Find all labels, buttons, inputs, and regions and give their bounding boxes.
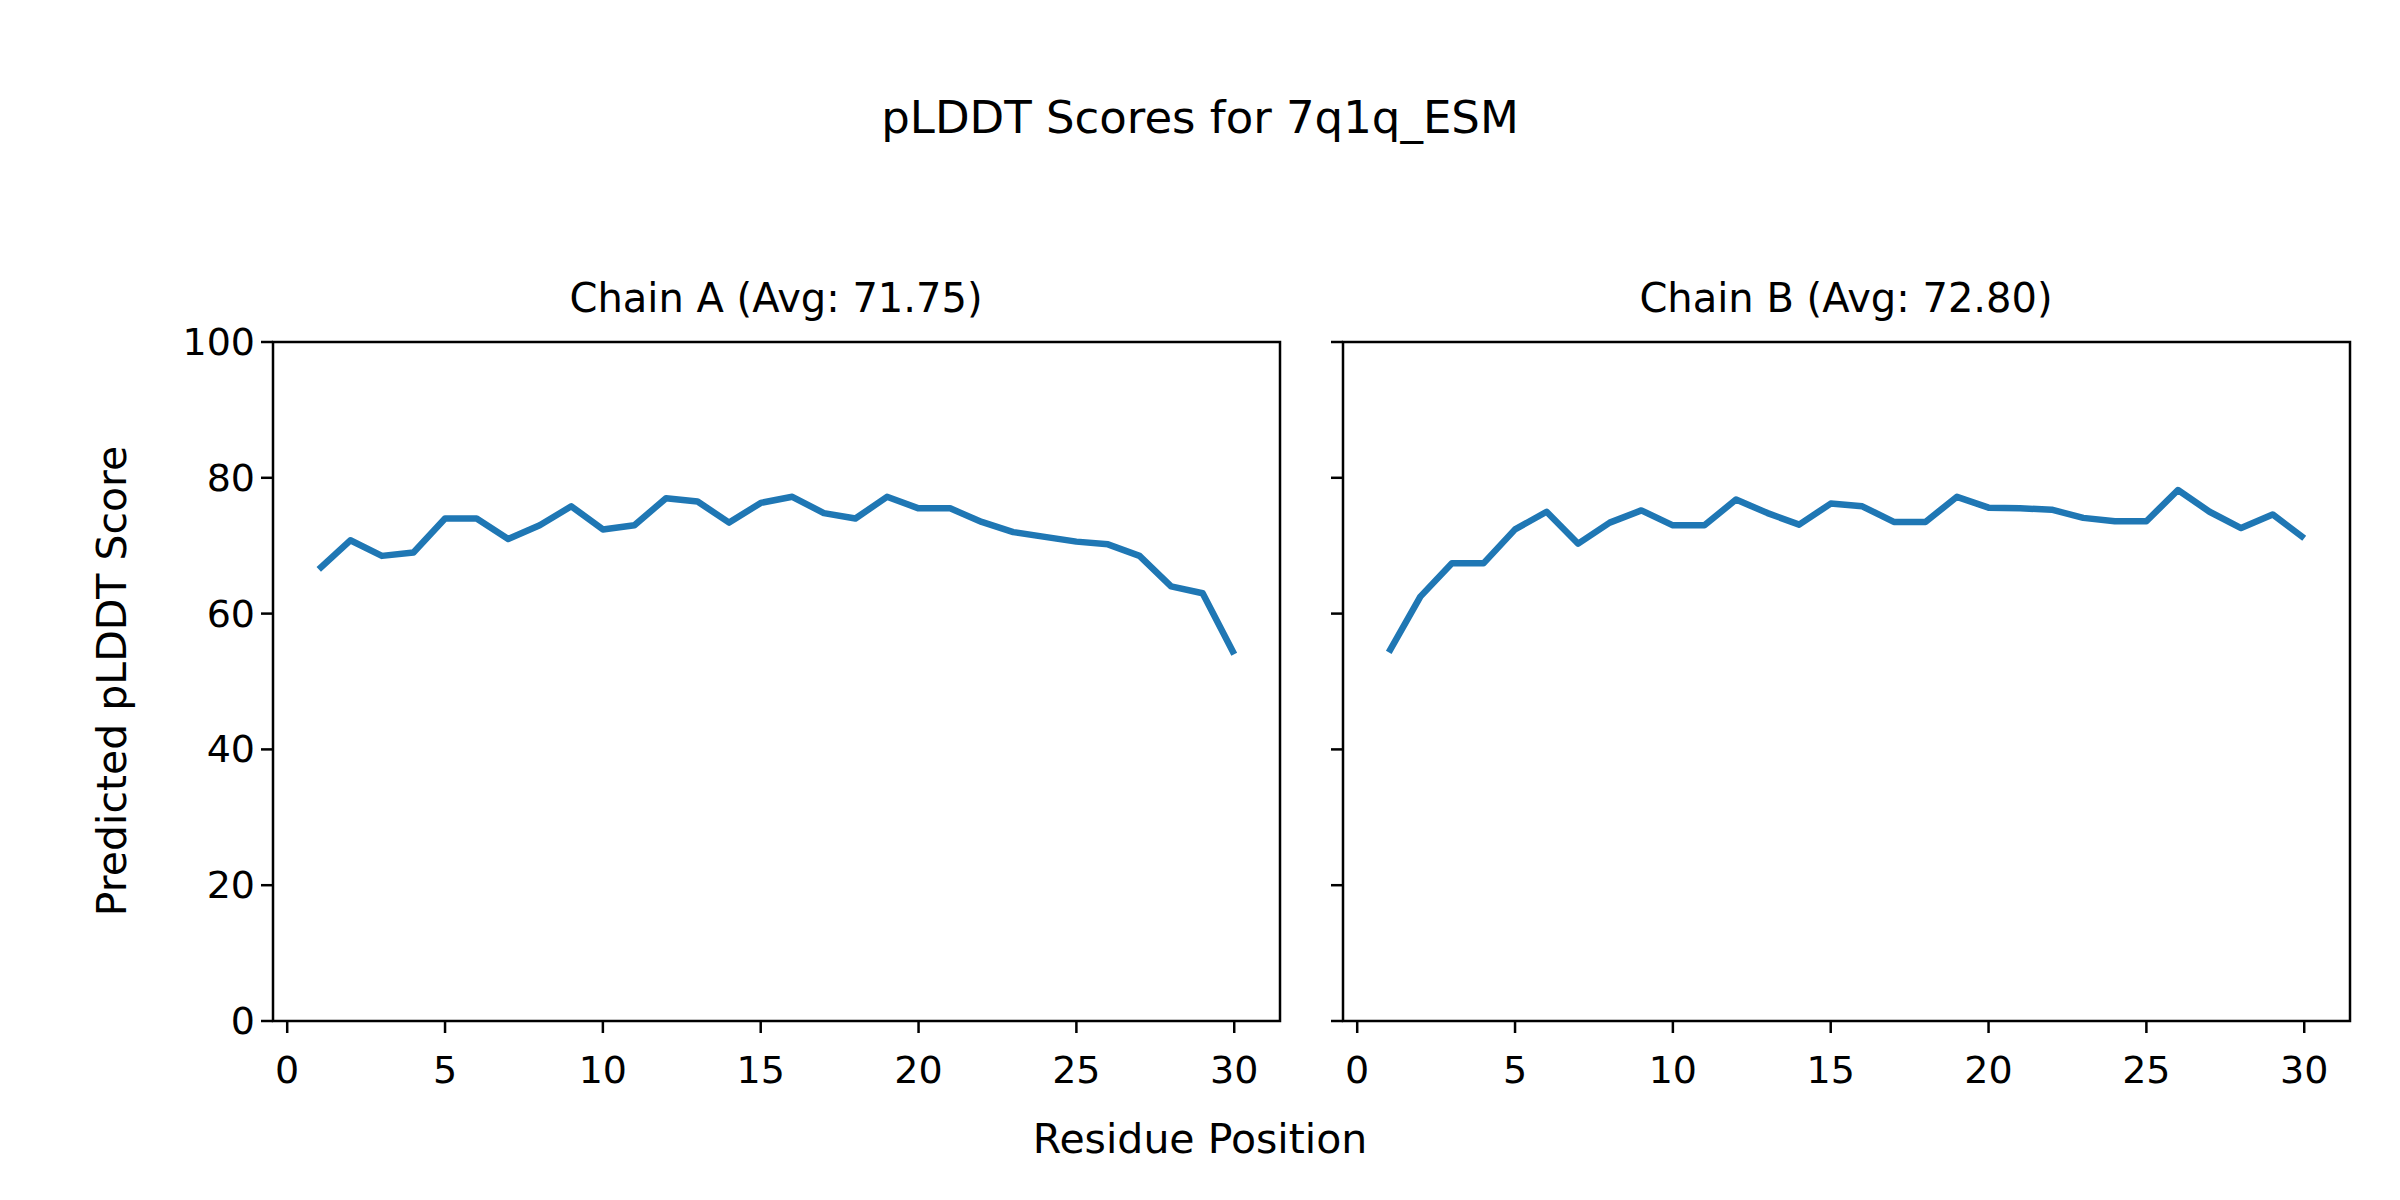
chain-a-line — [319, 497, 1234, 655]
chain-a-y-tick-label: 20 — [207, 866, 255, 904]
chain-a-y-tick-label: 0 — [231, 1002, 255, 1040]
chain-b-x-tick-label: 10 — [1649, 1051, 1697, 1089]
figure: pLDDT Scores for 7q1q_ESM Chain A (Avg: … — [0, 0, 2400, 1200]
chain-a-y-tick-label: 40 — [207, 730, 255, 768]
chain-b-title: Chain B (Avg: 72.80) — [1639, 278, 2052, 318]
chain-b-x-tick-label: 15 — [1807, 1051, 1855, 1089]
chain-b-spines — [1343, 342, 2350, 1021]
chain-a-y-tick-label: 100 — [182, 323, 255, 361]
chain-b-line — [1389, 490, 2304, 652]
chain-b-x-tick-label: 0 — [1345, 1051, 1369, 1089]
chain-b-x-tick-label: 20 — [1964, 1051, 2012, 1089]
figure-title: pLDDT Scores for 7q1q_ESM — [881, 95, 1518, 140]
chain-a-x-tick-label: 15 — [737, 1051, 785, 1089]
chain-a-x-tick-label: 10 — [579, 1051, 627, 1089]
chain-a-title: Chain A (Avg: 71.75) — [569, 278, 982, 318]
chain-a-x-tick-label: 30 — [1210, 1051, 1258, 1089]
chain-a-x-tick-label: 25 — [1052, 1051, 1100, 1089]
chain-b-x-tick-label: 30 — [2280, 1051, 2328, 1089]
chain-b-x-tick-label: 5 — [1503, 1051, 1527, 1089]
chain-a-y-tick-label: 80 — [207, 459, 255, 497]
chain-b-x-tick-label: 25 — [2122, 1051, 2170, 1089]
y-axis-label: Predicted pLDDT Score — [92, 446, 133, 916]
axes-canvas — [0, 0, 2400, 1200]
chain-a-x-tick-label: 20 — [894, 1051, 942, 1089]
chain-a-x-tick-label: 5 — [433, 1051, 457, 1089]
chain-a-x-tick-label: 0 — [275, 1051, 299, 1089]
x-axis-label: Residue Position — [1033, 1119, 1368, 1160]
chain-a-spines — [273, 342, 1280, 1021]
chain-a-y-tick-label: 60 — [207, 595, 255, 633]
